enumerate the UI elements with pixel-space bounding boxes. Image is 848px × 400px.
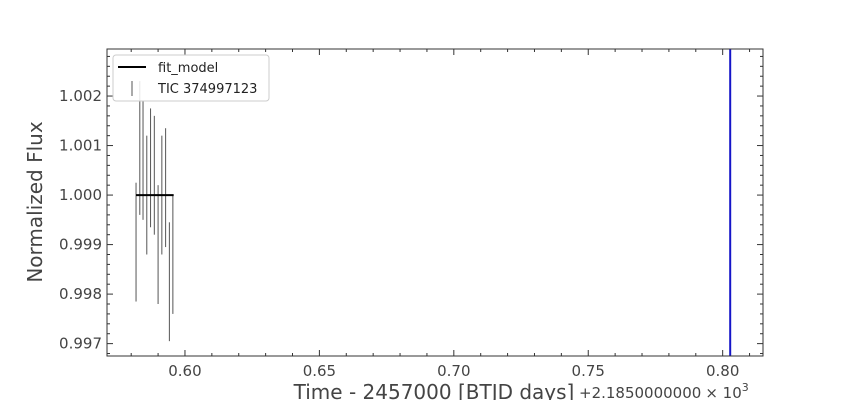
y-tick-label-3: 1.000 [59,186,102,204]
legend-label-fit-model: fit_model [158,61,218,76]
x-tick-label-0: 0.60 [168,362,201,380]
x-axis-ticks: 0.60 0.65 0.70 0.75 0.80 [130,49,751,380]
x-axis-offset: +2.1850000000 × 103 [579,381,749,400]
y-tick-label-4: 1.001 [59,137,102,155]
x-axis-label: Time - 2457000 [BTJD days] [293,380,575,400]
axes-frame [106,48,764,357]
y-tick-label-1: 0.998 [59,285,102,303]
y-tick-label-5: 1.002 [59,87,102,105]
x-offset-multiplier: × 10 [705,384,741,400]
x-tick-label-1: 0.65 [303,362,336,380]
x-tick-label-2: 0.70 [437,362,470,380]
y-tick-label-2: 0.999 [59,236,102,254]
legend: fit_model TIC 374997123 [112,54,270,102]
legend-label-tic: TIC 374997123 [157,82,257,97]
x-tick-label-3: 0.75 [572,362,605,380]
y-tick-label-0: 0.997 [59,335,102,353]
plot-area [135,49,732,356]
x-offset-exponent: 3 [742,381,749,394]
y-axis-label: Normalized Flux [23,121,47,283]
y-axis-ticks: 0.997 0.998 0.999 1.000 1.001 1.002 [59,55,763,355]
axes-border [106,48,764,357]
legend-box [112,54,270,102]
x-offset-value: +2.1850000000 [579,384,701,400]
x-tick-label-4: 0.80 [706,362,739,380]
